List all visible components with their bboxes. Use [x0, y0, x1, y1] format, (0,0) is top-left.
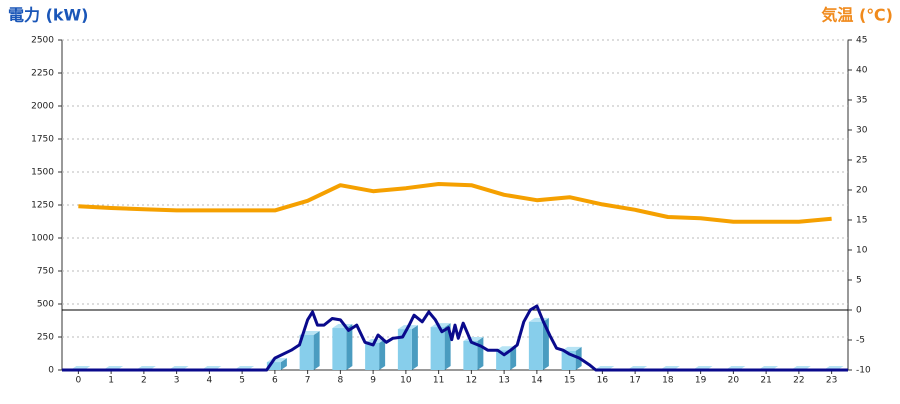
x-tick-label: 7 [305, 376, 311, 386]
bar-side [313, 331, 320, 370]
x-tick-label: 6 [272, 376, 278, 386]
bar-top [561, 346, 582, 351]
y2-tick-label: 35 [856, 96, 867, 106]
y-tick-label: 1500 [31, 168, 54, 178]
x-tick-label: 23 [826, 376, 837, 386]
bar [397, 329, 412, 370]
bar-side [411, 325, 418, 370]
x-tick-label: 11 [433, 376, 444, 386]
y2-tick-label: 5 [856, 276, 862, 286]
y2-tick-label: 25 [856, 156, 867, 166]
x-tick-label: 16 [597, 376, 609, 386]
y2-tick-label: 30 [856, 126, 868, 136]
y-tick-label: 2500 [31, 36, 54, 46]
x-tick-label: 20 [728, 376, 740, 386]
bar-side [510, 346, 517, 370]
x-tick-label: 15 [564, 376, 575, 386]
x-tick-label: 1 [108, 376, 114, 386]
y-tick-label: 500 [37, 300, 54, 310]
bar [332, 328, 347, 370]
bar-side [280, 358, 287, 370]
y-tick-label: 1750 [31, 135, 54, 145]
line-series [78, 182, 832, 224]
y-tick-label: 0 [48, 366, 54, 376]
bar [299, 335, 314, 370]
bar-top [430, 323, 451, 328]
x-tick-label: 0 [76, 376, 82, 386]
x-tick-label: 4 [207, 376, 213, 386]
y2-tick-label: 0 [856, 306, 862, 316]
x-tick-label: 5 [239, 376, 245, 386]
x-tick-label: 13 [498, 376, 509, 386]
x-tick-label: 3 [174, 376, 180, 386]
line-series [62, 304, 848, 372]
bar [266, 362, 281, 370]
y-tick-label: 250 [37, 333, 54, 343]
bar [430, 327, 445, 370]
y2-axis-title: 気温 (℃) [821, 6, 893, 25]
x-tick-label: 9 [370, 376, 376, 386]
bar-side [346, 324, 353, 370]
y-axis-title: 電力 (kW) [8, 6, 89, 25]
y2-tick-label: 15 [856, 216, 867, 226]
y2-tick-label: -10 [856, 366, 871, 376]
x-tick-label: 19 [695, 376, 707, 386]
bar [365, 342, 380, 370]
x-tick-label: 17 [629, 376, 640, 386]
x-tick-label: 21 [760, 376, 771, 386]
y-tick-label: 2250 [31, 69, 54, 79]
bar [528, 321, 543, 370]
bar [496, 350, 511, 370]
y-tick-label: 1000 [31, 234, 54, 244]
x-tick-label: 18 [662, 376, 674, 386]
x-tick-label: 14 [531, 376, 543, 386]
y2-tick-label: 20 [856, 186, 868, 196]
y-tick-label: 1250 [31, 201, 54, 211]
x-tick-label: 22 [793, 376, 804, 386]
bar-side [379, 338, 386, 370]
bar [463, 340, 478, 370]
bar-side [477, 336, 484, 370]
y2-tick-label: 40 [856, 66, 868, 76]
y2-tick-label: -5 [856, 336, 865, 346]
y2-tick-label: 10 [856, 246, 868, 256]
x-tick-label: 10 [400, 376, 412, 386]
y-tick-label: 750 [37, 267, 54, 277]
x-tick-label: 2 [141, 376, 147, 386]
y-tick-label: 2000 [31, 102, 54, 112]
x-tick-label: 12 [466, 376, 477, 386]
x-tick-label: 8 [338, 376, 344, 386]
y2-tick-label: 45 [856, 36, 867, 46]
